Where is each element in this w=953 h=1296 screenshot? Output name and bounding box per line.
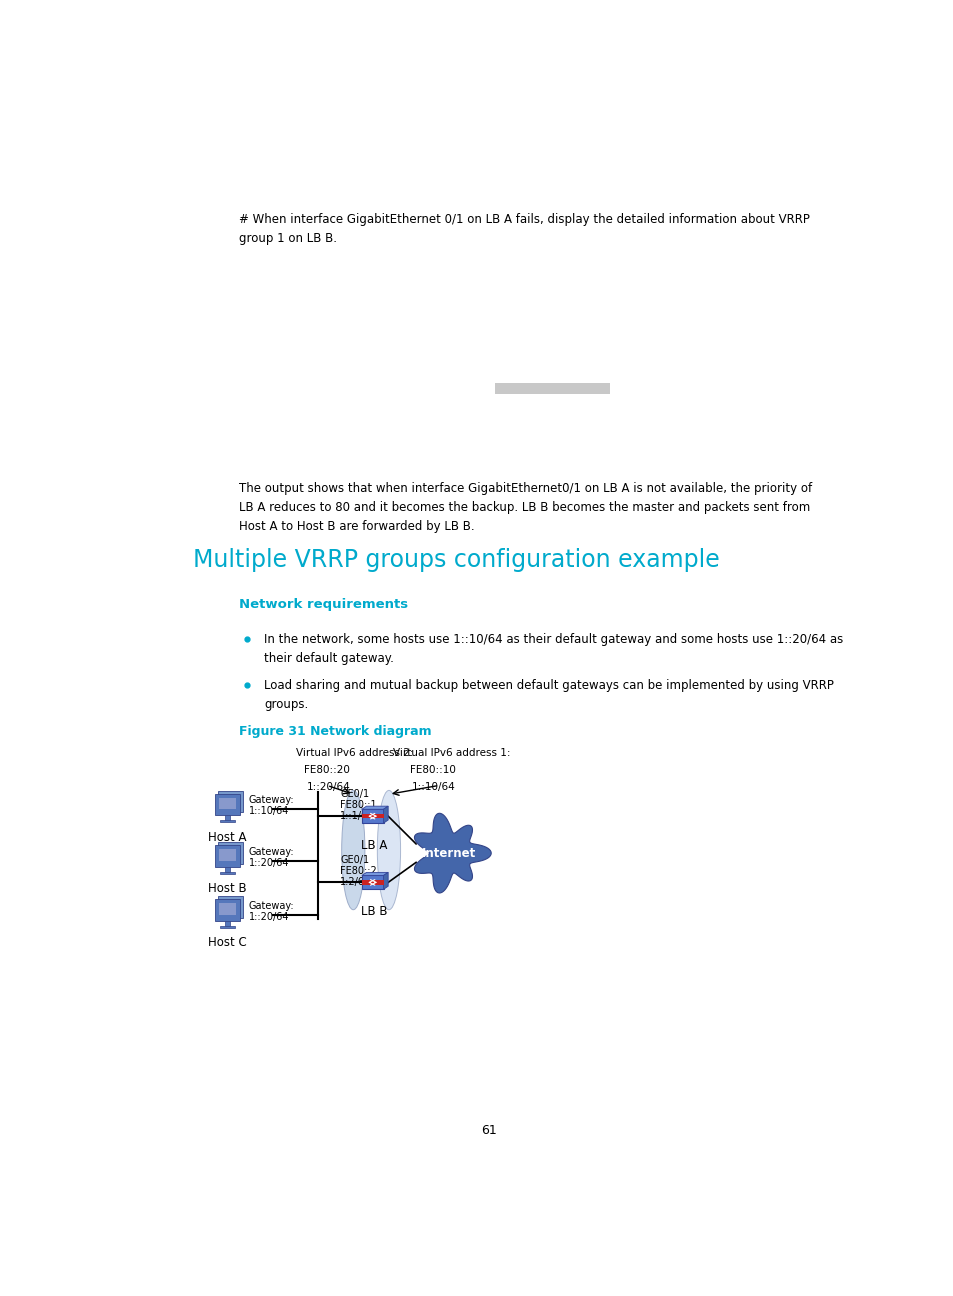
- Text: Host A: Host A: [209, 831, 247, 844]
- Text: 1::10/64: 1::10/64: [249, 806, 289, 816]
- Polygon shape: [361, 872, 388, 876]
- Polygon shape: [361, 876, 383, 889]
- Text: LB B: LB B: [360, 905, 387, 918]
- Text: Virtual IPv6 address 2:: Virtual IPv6 address 2:: [295, 748, 413, 758]
- Text: groups.: groups.: [264, 699, 308, 712]
- Text: Host B: Host B: [208, 883, 247, 896]
- Text: Network requirements: Network requirements: [239, 599, 408, 612]
- Text: Gateway:: Gateway:: [249, 796, 294, 805]
- Text: 1::20/64: 1::20/64: [249, 858, 289, 868]
- Bar: [215, 794, 240, 815]
- Bar: [495, 384, 609, 394]
- Ellipse shape: [341, 791, 365, 910]
- Text: Host A to Host B are forwarded by LB B.: Host A to Host B are forwarded by LB B.: [239, 520, 475, 533]
- Polygon shape: [383, 872, 388, 889]
- Text: GE0/1: GE0/1: [340, 789, 369, 800]
- Polygon shape: [414, 814, 491, 893]
- Text: FE80::1: FE80::1: [340, 800, 376, 810]
- Bar: [215, 899, 240, 921]
- Text: LB A: LB A: [360, 839, 387, 851]
- Bar: [215, 845, 240, 867]
- Text: The output shows that when interface GigabitEthernet0/1 on LB A is not available: The output shows that when interface Gig…: [239, 482, 812, 495]
- Text: Internet: Internet: [421, 846, 476, 859]
- Text: Gateway:: Gateway:: [249, 848, 294, 857]
- Bar: [219, 797, 236, 810]
- Text: In the network, some hosts use 1::10/64 as their default gateway and some hosts : In the network, some hosts use 1::10/64 …: [264, 632, 842, 645]
- Text: Virtual IPv6 address 1:: Virtual IPv6 address 1:: [393, 748, 510, 758]
- Text: 1::20/64: 1::20/64: [249, 911, 289, 921]
- Bar: [225, 867, 230, 872]
- Bar: [220, 925, 235, 928]
- Text: Gateway:: Gateway:: [249, 901, 294, 911]
- Text: Host C: Host C: [208, 936, 247, 949]
- Polygon shape: [361, 809, 383, 823]
- Bar: [225, 921, 230, 927]
- Text: group 1 on LB B.: group 1 on LB B.: [239, 232, 337, 245]
- Polygon shape: [361, 806, 388, 809]
- Bar: [219, 849, 236, 861]
- Text: LB A reduces to 80 and it becomes the backup. LB B becomes the master and packet: LB A reduces to 80 and it becomes the ba…: [239, 500, 810, 515]
- Text: GE0/1: GE0/1: [340, 855, 369, 866]
- Polygon shape: [218, 842, 243, 864]
- Text: 1::10/64: 1::10/64: [412, 783, 456, 792]
- Bar: [219, 903, 236, 915]
- Polygon shape: [218, 897, 243, 918]
- Ellipse shape: [377, 791, 400, 910]
- Text: Multiple VRRP groups configuration example: Multiple VRRP groups configuration examp…: [193, 548, 719, 573]
- Text: 1::20/64: 1::20/64: [307, 783, 350, 792]
- Text: FE80::2: FE80::2: [340, 866, 376, 876]
- Text: 1:2/64: 1:2/64: [340, 877, 371, 886]
- Text: FE80::20: FE80::20: [303, 766, 349, 775]
- Bar: [225, 815, 230, 820]
- Bar: [220, 872, 235, 874]
- Text: 1::1/64: 1::1/64: [340, 811, 374, 820]
- Bar: [361, 880, 383, 885]
- Polygon shape: [383, 806, 388, 823]
- Bar: [361, 814, 383, 818]
- Text: # When interface GigabitEthernet 0/1 on LB A fails, display the detailed informa: # When interface GigabitEthernet 0/1 on …: [239, 214, 809, 227]
- Text: their default gateway.: their default gateway.: [264, 652, 394, 665]
- Text: FE80::10: FE80::10: [410, 766, 456, 775]
- Text: 61: 61: [480, 1124, 497, 1137]
- Text: Load sharing and mutual backup between default gateways can be implemented by us: Load sharing and mutual backup between d…: [264, 679, 833, 692]
- Bar: [220, 820, 235, 823]
- Text: Figure 31 Network diagram: Figure 31 Network diagram: [239, 726, 432, 739]
- Polygon shape: [218, 791, 243, 813]
